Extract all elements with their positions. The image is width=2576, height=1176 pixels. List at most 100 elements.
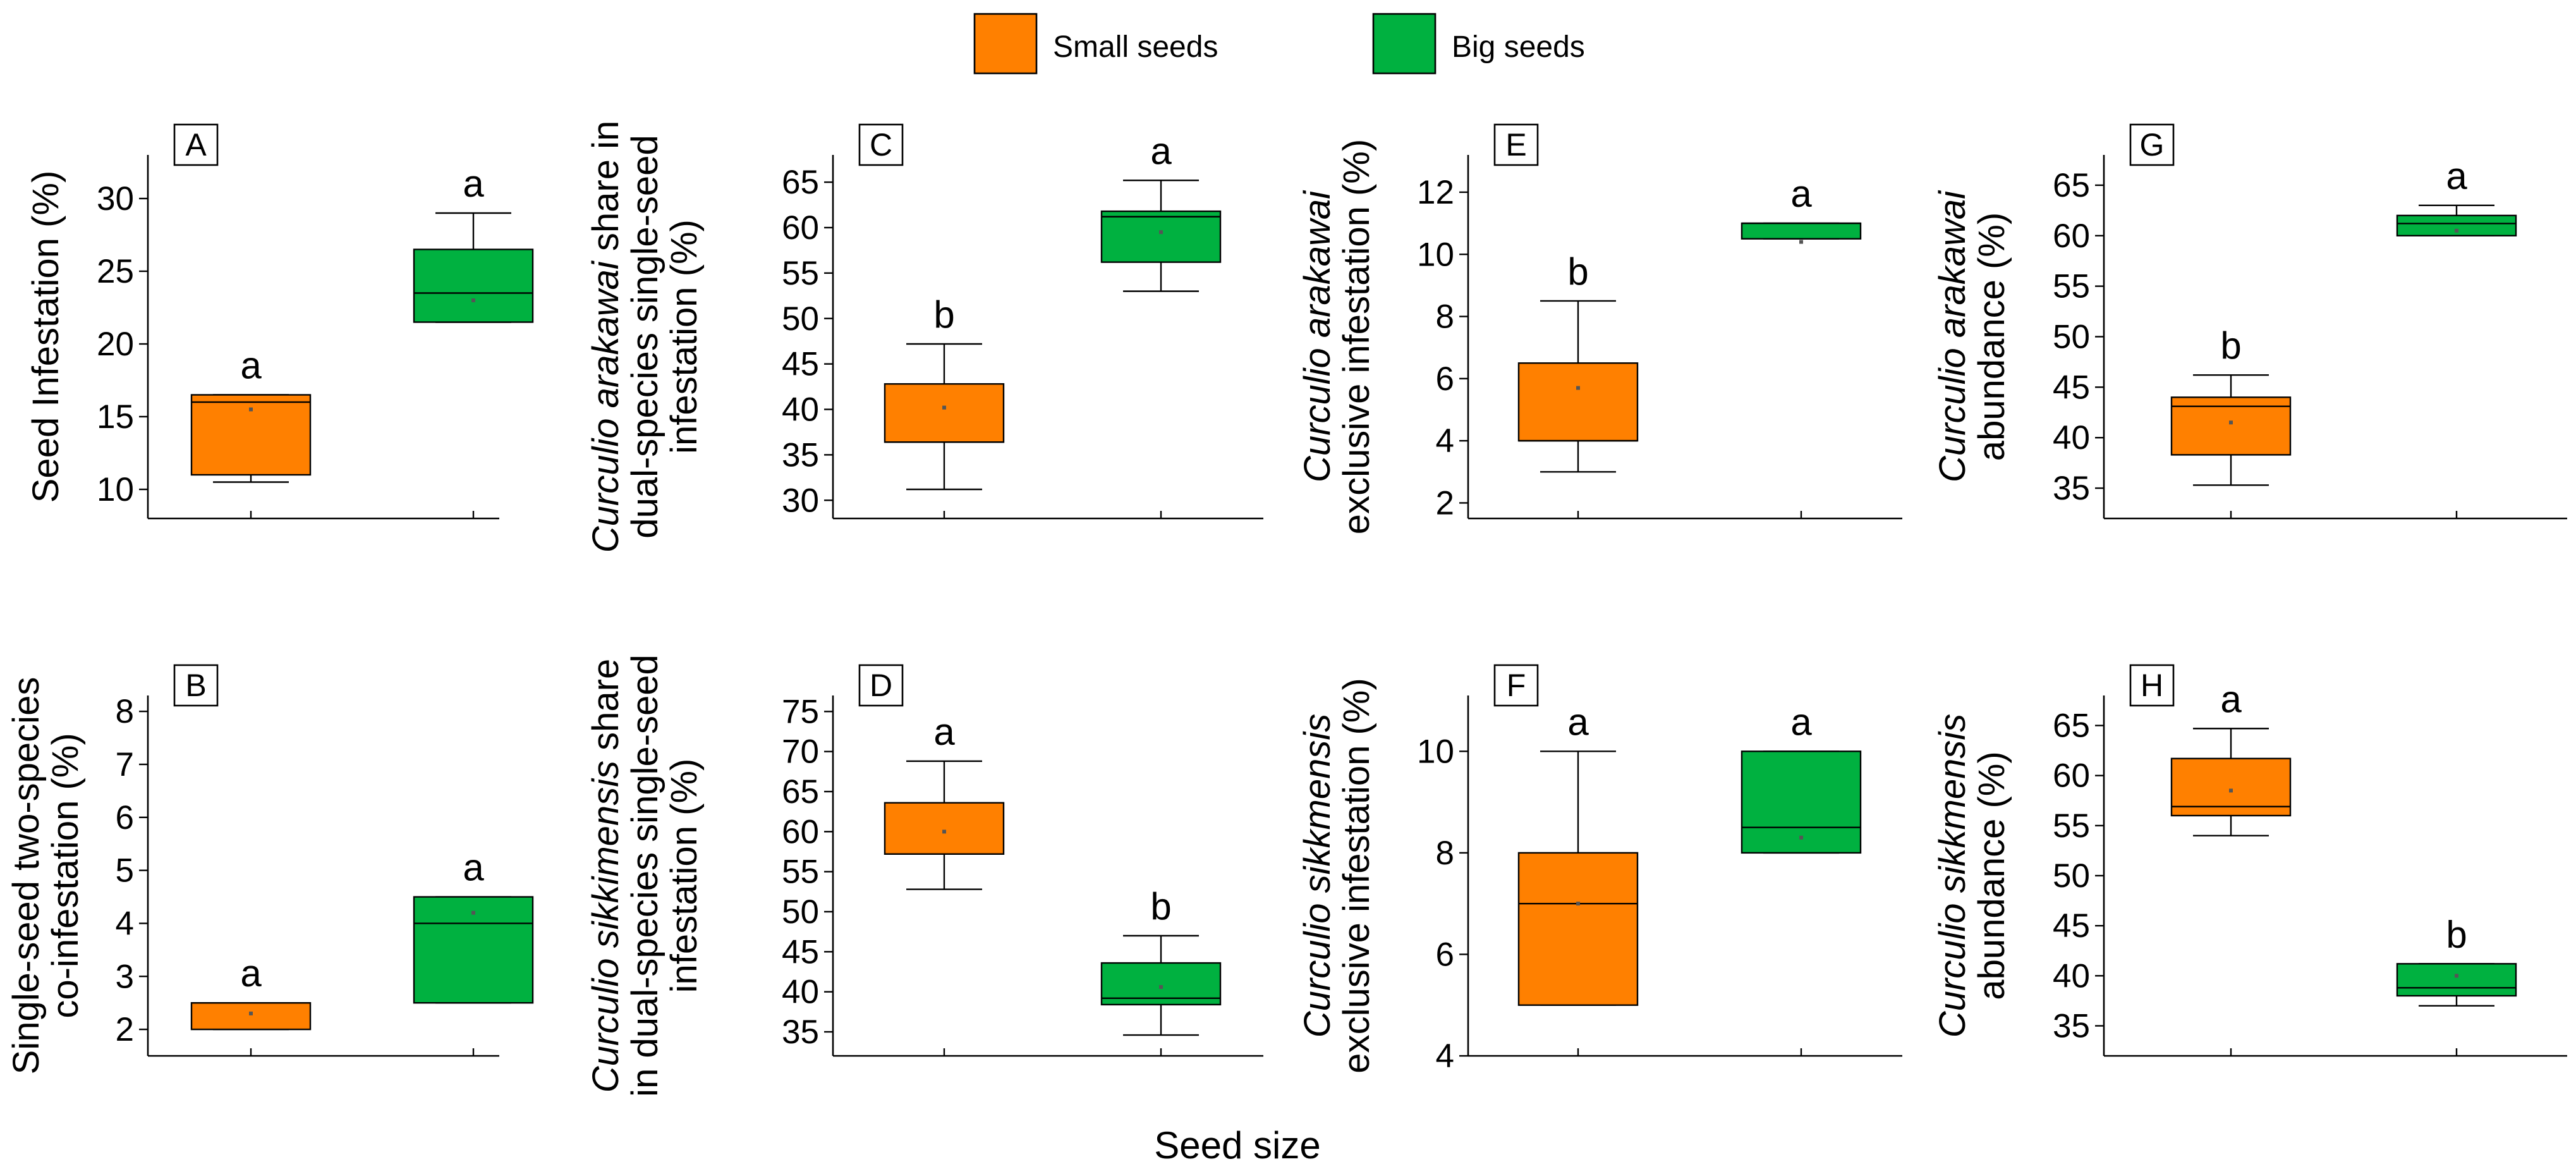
- y-tick-label: 8: [116, 693, 134, 730]
- y-axis-label: Curculio arakawai share in: [585, 121, 626, 553]
- panel-label: D: [870, 668, 892, 703]
- y-tick-label: 45: [2053, 907, 2090, 945]
- significance-letter: a: [1790, 173, 1812, 215]
- legend: Small seeds Big seeds: [973, 13, 1585, 75]
- y-tick-label: 40: [782, 391, 819, 429]
- box-iqr: [1517, 362, 1639, 442]
- y-axis-label: Single-seed two-species: [6, 677, 47, 1075]
- mean-marker: [2455, 228, 2458, 233]
- significance-letter: a: [240, 952, 262, 995]
- mean-marker: [942, 405, 946, 410]
- box-small: b: [2170, 324, 2292, 486]
- legend-big-swatch: [1372, 13, 1437, 75]
- box-big: b: [2396, 913, 2517, 1007]
- mean-marker: [2229, 788, 2233, 793]
- significance-letter: a: [1150, 130, 1172, 172]
- panel-label: H: [2141, 668, 2163, 703]
- y-tick-label: 2: [1436, 484, 1454, 522]
- significance-letter: b: [2446, 913, 2467, 955]
- y-tick-label: 50: [2053, 857, 2090, 895]
- panel-label: G: [2140, 127, 2165, 162]
- y-axis-label: exclusive infestation (%): [1336, 139, 1377, 534]
- y-tick-label: 6: [1436, 936, 1454, 973]
- significance-letter: a: [2446, 155, 2467, 197]
- significance-letter: a: [2220, 678, 2242, 720]
- y-tick-label: 35: [2053, 470, 2090, 507]
- panel-label: A: [185, 127, 207, 162]
- y-tick-label: 35: [2053, 1008, 2090, 1045]
- mean-marker: [1159, 230, 1163, 235]
- panel-label: C: [870, 127, 892, 162]
- panel-label: F: [1507, 668, 1526, 703]
- y-tick-label: 35: [782, 436, 819, 474]
- mean-marker: [2229, 420, 2233, 425]
- panel-label-box: [1493, 123, 1539, 166]
- box-big: a: [413, 162, 534, 323]
- box-iqr: [1517, 852, 1639, 1006]
- y-tick-label: 4: [1436, 422, 1454, 460]
- mean-marker: [249, 1011, 253, 1015]
- y-tick-label: 4: [1436, 1038, 1454, 1075]
- box-iqr: [884, 802, 1005, 855]
- y-axis-label: co-infestation (%): [45, 733, 86, 1018]
- y-axis-label: infestation (%): [664, 759, 705, 993]
- box-iqr: [413, 248, 534, 323]
- legend-small-label: Small seeds: [1053, 30, 1218, 64]
- mean-marker: [1159, 985, 1163, 989]
- y-axis-label: abundance (%): [1971, 751, 2012, 1000]
- y-tick-label: 30: [97, 180, 134, 217]
- significance-letter: a: [463, 162, 484, 205]
- box-iqr: [1741, 222, 1862, 240]
- y-axis-label: Seed Infestation (%): [25, 171, 66, 503]
- y-tick-label: 45: [782, 933, 819, 971]
- y-tick-label: 10: [1417, 733, 1454, 770]
- x-axis-label: Seed size: [1154, 1124, 1321, 1167]
- y-tick-label: 6: [116, 799, 134, 836]
- y-tick-label: 60: [2053, 757, 2090, 795]
- y-tick-label: 60: [782, 209, 819, 247]
- y-tick-label: 65: [2053, 707, 2090, 745]
- y-tick-label: 65: [2053, 167, 2090, 204]
- y-tick-label: 40: [782, 974, 819, 1011]
- panel-label-box: [858, 123, 904, 166]
- y-tick-label: 7: [116, 746, 134, 783]
- y-tick-label: 12: [1417, 174, 1454, 211]
- panel-c: 30 35 40 45 50 55 60 65 C Curculio arakawai share…: [585, 121, 1263, 553]
- box-small: a: [190, 952, 312, 1031]
- box-iqr: [190, 1001, 312, 1031]
- y-tick-label: 20: [97, 326, 134, 363]
- y-tick-label: 75: [782, 693, 819, 730]
- panel-label-box: [2129, 664, 2175, 707]
- y-tick-label: 55: [782, 854, 819, 891]
- y-axis-label: in dual-species single-seed: [624, 654, 665, 1097]
- box-big: a: [1741, 701, 1862, 854]
- box-big: a: [413, 847, 534, 1004]
- box-small: a: [2170, 678, 2292, 836]
- mean-marker: [471, 298, 475, 302]
- significance-letter: a: [933, 711, 955, 753]
- mean-marker: [1576, 902, 1580, 906]
- significance-letter: a: [1567, 701, 1589, 743]
- box-iqr: [1741, 750, 1862, 854]
- box-iqr: [1100, 210, 1222, 263]
- y-tick-label: 45: [782, 346, 819, 383]
- legend-big-label: Big seeds: [1452, 30, 1585, 64]
- panel-label-box: [173, 664, 219, 707]
- y-axis-label: Curculio sikkmensis: [1297, 714, 1338, 1038]
- y-tick-label: 45: [2053, 369, 2090, 406]
- y-tick-label: 8: [1436, 835, 1454, 872]
- y-tick-label: 6: [1436, 360, 1454, 398]
- significance-letter: a: [240, 345, 262, 387]
- y-tick-label: 40: [2053, 419, 2090, 456]
- box-small: a: [884, 711, 1005, 890]
- y-tick-label: 70: [782, 733, 819, 771]
- box-big: a: [1100, 130, 1222, 292]
- mean-marker: [471, 910, 475, 915]
- y-tick-label: 60: [2053, 217, 2090, 255]
- y-tick-label: 40: [2053, 957, 2090, 995]
- y-axis-label: Curculio sikkmensis: [1932, 714, 1973, 1038]
